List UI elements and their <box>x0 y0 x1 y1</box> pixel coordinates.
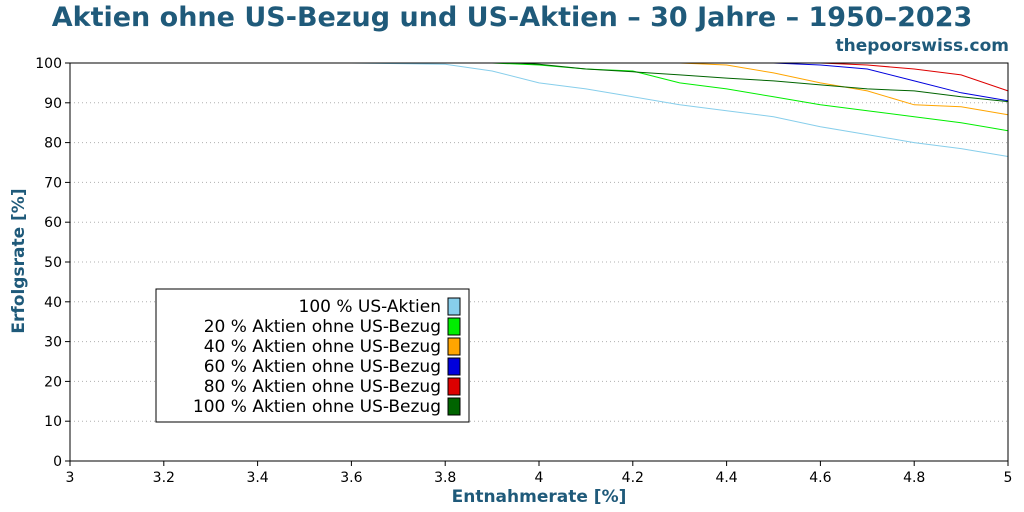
legend-entry-label: 80 % Aktien ohne US-Bezug <box>204 377 441 397</box>
series-line-1 <box>70 62 1009 157</box>
legend-swatch <box>447 357 461 376</box>
x-tick-label: 3.6 <box>340 470 362 486</box>
legend-swatch <box>447 377 461 396</box>
x-tick-label: 3 <box>66 470 75 486</box>
y-tick-label: 90 <box>44 96 62 112</box>
x-axis-ticks: 3 3.2 3.4 3.6 3.8 4 4.2 4.4 4.6 4.8 5 <box>66 461 1013 486</box>
x-axis-label: Entnahmerate [%] <box>452 487 627 507</box>
legend-entry-label: 100 % Aktien ohne US-Bezug <box>193 397 441 417</box>
y-axis-ticks: 0 10 20 30 40 50 60 70 80 90 100 <box>35 56 70 470</box>
legend-entry-label: 20 % Aktien ohne US-Bezug <box>204 317 441 337</box>
legend-entry-label: 100 % US-Aktien <box>299 297 442 317</box>
x-tick-label: 3.2 <box>153 470 175 486</box>
y-tick-label: 50 <box>44 255 62 271</box>
x-tick-label: 5 <box>1004 470 1013 486</box>
x-tick-label: 3.4 <box>246 470 268 486</box>
y-tick-label: 70 <box>44 175 62 191</box>
series-line-2 <box>70 62 1009 132</box>
series-line-3 <box>70 62 1009 116</box>
legend-entry-label: 60 % Aktien ohne US-Bezug <box>204 357 441 377</box>
legend-swatch <box>447 397 461 416</box>
y-tick-label: 60 <box>44 215 62 231</box>
y-tick-label: 100 <box>35 56 62 72</box>
series-line-5 <box>70 62 1009 92</box>
legend-swatch <box>447 337 461 356</box>
legend-box <box>155 288 470 423</box>
chart-title: Aktien ohne US-Bezug und US-Aktien – 30 … <box>52 2 973 33</box>
y-tick-label: 30 <box>44 335 62 351</box>
legend-swatch <box>447 317 461 336</box>
y-tick-label: 40 <box>44 295 62 311</box>
x-tick-label: 4 <box>535 470 544 486</box>
series-line-6 <box>70 62 1009 103</box>
x-tick-label: 4.2 <box>622 470 644 486</box>
x-tick-label: 4.8 <box>903 470 925 486</box>
series-line-4 <box>70 62 1009 102</box>
y-tick-label: 0 <box>53 454 62 470</box>
y-tick-label: 10 <box>44 414 62 430</box>
y-axis-label: Erfolgsrate [%] <box>9 188 29 333</box>
x-tick-label: 4.6 <box>809 470 831 486</box>
legend-swatch <box>447 297 461 316</box>
x-tick-label: 4.4 <box>715 470 737 486</box>
y-tick-label: 20 <box>44 374 62 390</box>
legend-entry-label: 40 % Aktien ohne US-Bezug <box>204 337 441 357</box>
x-tick-label: 3.8 <box>434 470 456 486</box>
source-label: thepoorswiss.com <box>836 36 1010 56</box>
y-tick-label: 80 <box>44 136 62 152</box>
